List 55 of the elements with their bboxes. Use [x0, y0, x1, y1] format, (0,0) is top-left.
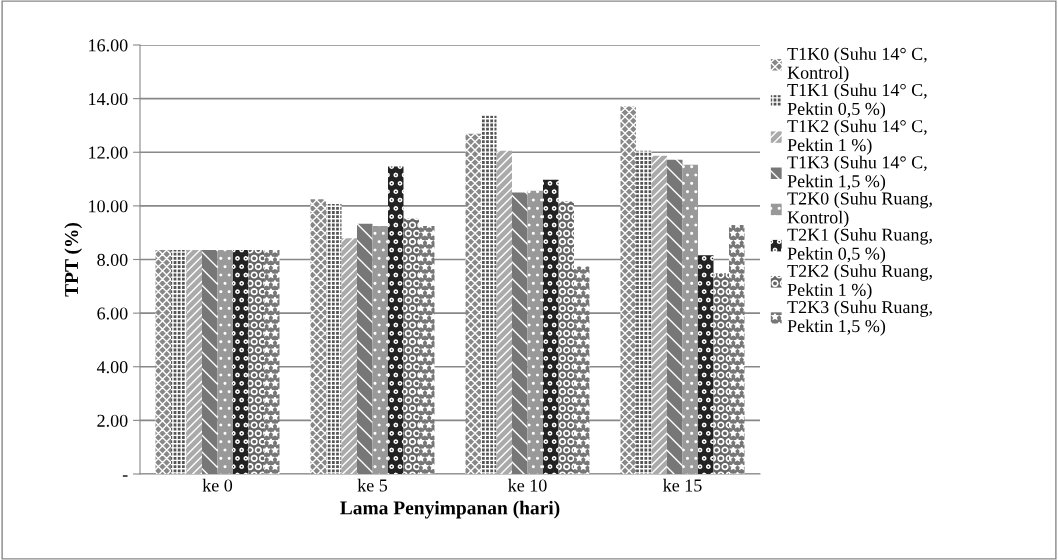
x-tick-label: ke 5 [357, 478, 388, 492]
bar [527, 190, 543, 474]
bar [233, 250, 249, 474]
bar [155, 250, 171, 474]
y-tick-label: 12.00 [89, 146, 128, 159]
bar [310, 199, 326, 474]
bar [465, 133, 481, 474]
bar [217, 250, 233, 474]
y-tick-label: 2.00 [97, 414, 128, 427]
bar [171, 250, 187, 474]
bar [512, 192, 528, 474]
bar [403, 218, 419, 474]
bar [264, 250, 280, 474]
legend-label: T1K3 (Suhu 14° C, Pektin 1,5 %) [787, 155, 927, 191]
bar [620, 106, 636, 474]
bar [667, 159, 683, 474]
x-tick-label: ke 10 [508, 478, 547, 492]
bar [357, 223, 373, 474]
y-axis-title: TPT (%) [64, 222, 83, 297]
bar [326, 204, 342, 474]
bar [543, 179, 559, 474]
bar [248, 250, 264, 474]
bar [682, 164, 698, 474]
x-tick-label: ke 15 [663, 478, 702, 492]
y-tick-label: 10.00 [89, 200, 128, 213]
legend-label: T2K3 (Suhu Ruang, Pektin 1,5 %) [787, 300, 932, 336]
bar [698, 255, 714, 474]
y-tick-label: - [122, 475, 128, 477]
x-axis-title: Lama Penyimpanan (hari) [340, 500, 560, 519]
y-tick-label: 4.00 [96, 361, 128, 374]
bar [651, 155, 667, 474]
bar [729, 224, 745, 474]
bar [202, 250, 218, 474]
legend-label: T2K1 (Suhu Ruang, Pektin 0,5 %) [787, 228, 932, 264]
bar [186, 250, 202, 474]
bar [558, 201, 574, 474]
y-tick-label: 8.00 [97, 253, 128, 267]
bar [481, 115, 497, 474]
bar [713, 273, 729, 474]
bar [419, 225, 435, 474]
y-tick-label: 14.00 [89, 92, 128, 106]
y-tick-label: 16.00 [89, 39, 128, 52]
legend-label: T2K0 (Suhu Ruang, Kontrol) [787, 191, 932, 228]
bar [574, 266, 590, 474]
legend-label: T1K0 (Suhu 14° C, Kontrol) [787, 47, 927, 83]
legend-label: T2K2 (Suhu Ruang, Pektin 1 %) [787, 264, 932, 300]
legend-label: T1K2 (Suhu 14° C, Pektin 1 %) [787, 119, 927, 155]
bar [372, 225, 388, 474]
legend-label: T1K1 (Suhu 14° C, Pektin 0,5 %) [787, 83, 927, 119]
bar [388, 166, 404, 474]
x-tick-label: ke 0 [202, 478, 233, 492]
bar [496, 150, 512, 474]
bar [341, 238, 357, 474]
y-tick-label: 6.00 [97, 307, 128, 320]
bar [636, 150, 652, 474]
